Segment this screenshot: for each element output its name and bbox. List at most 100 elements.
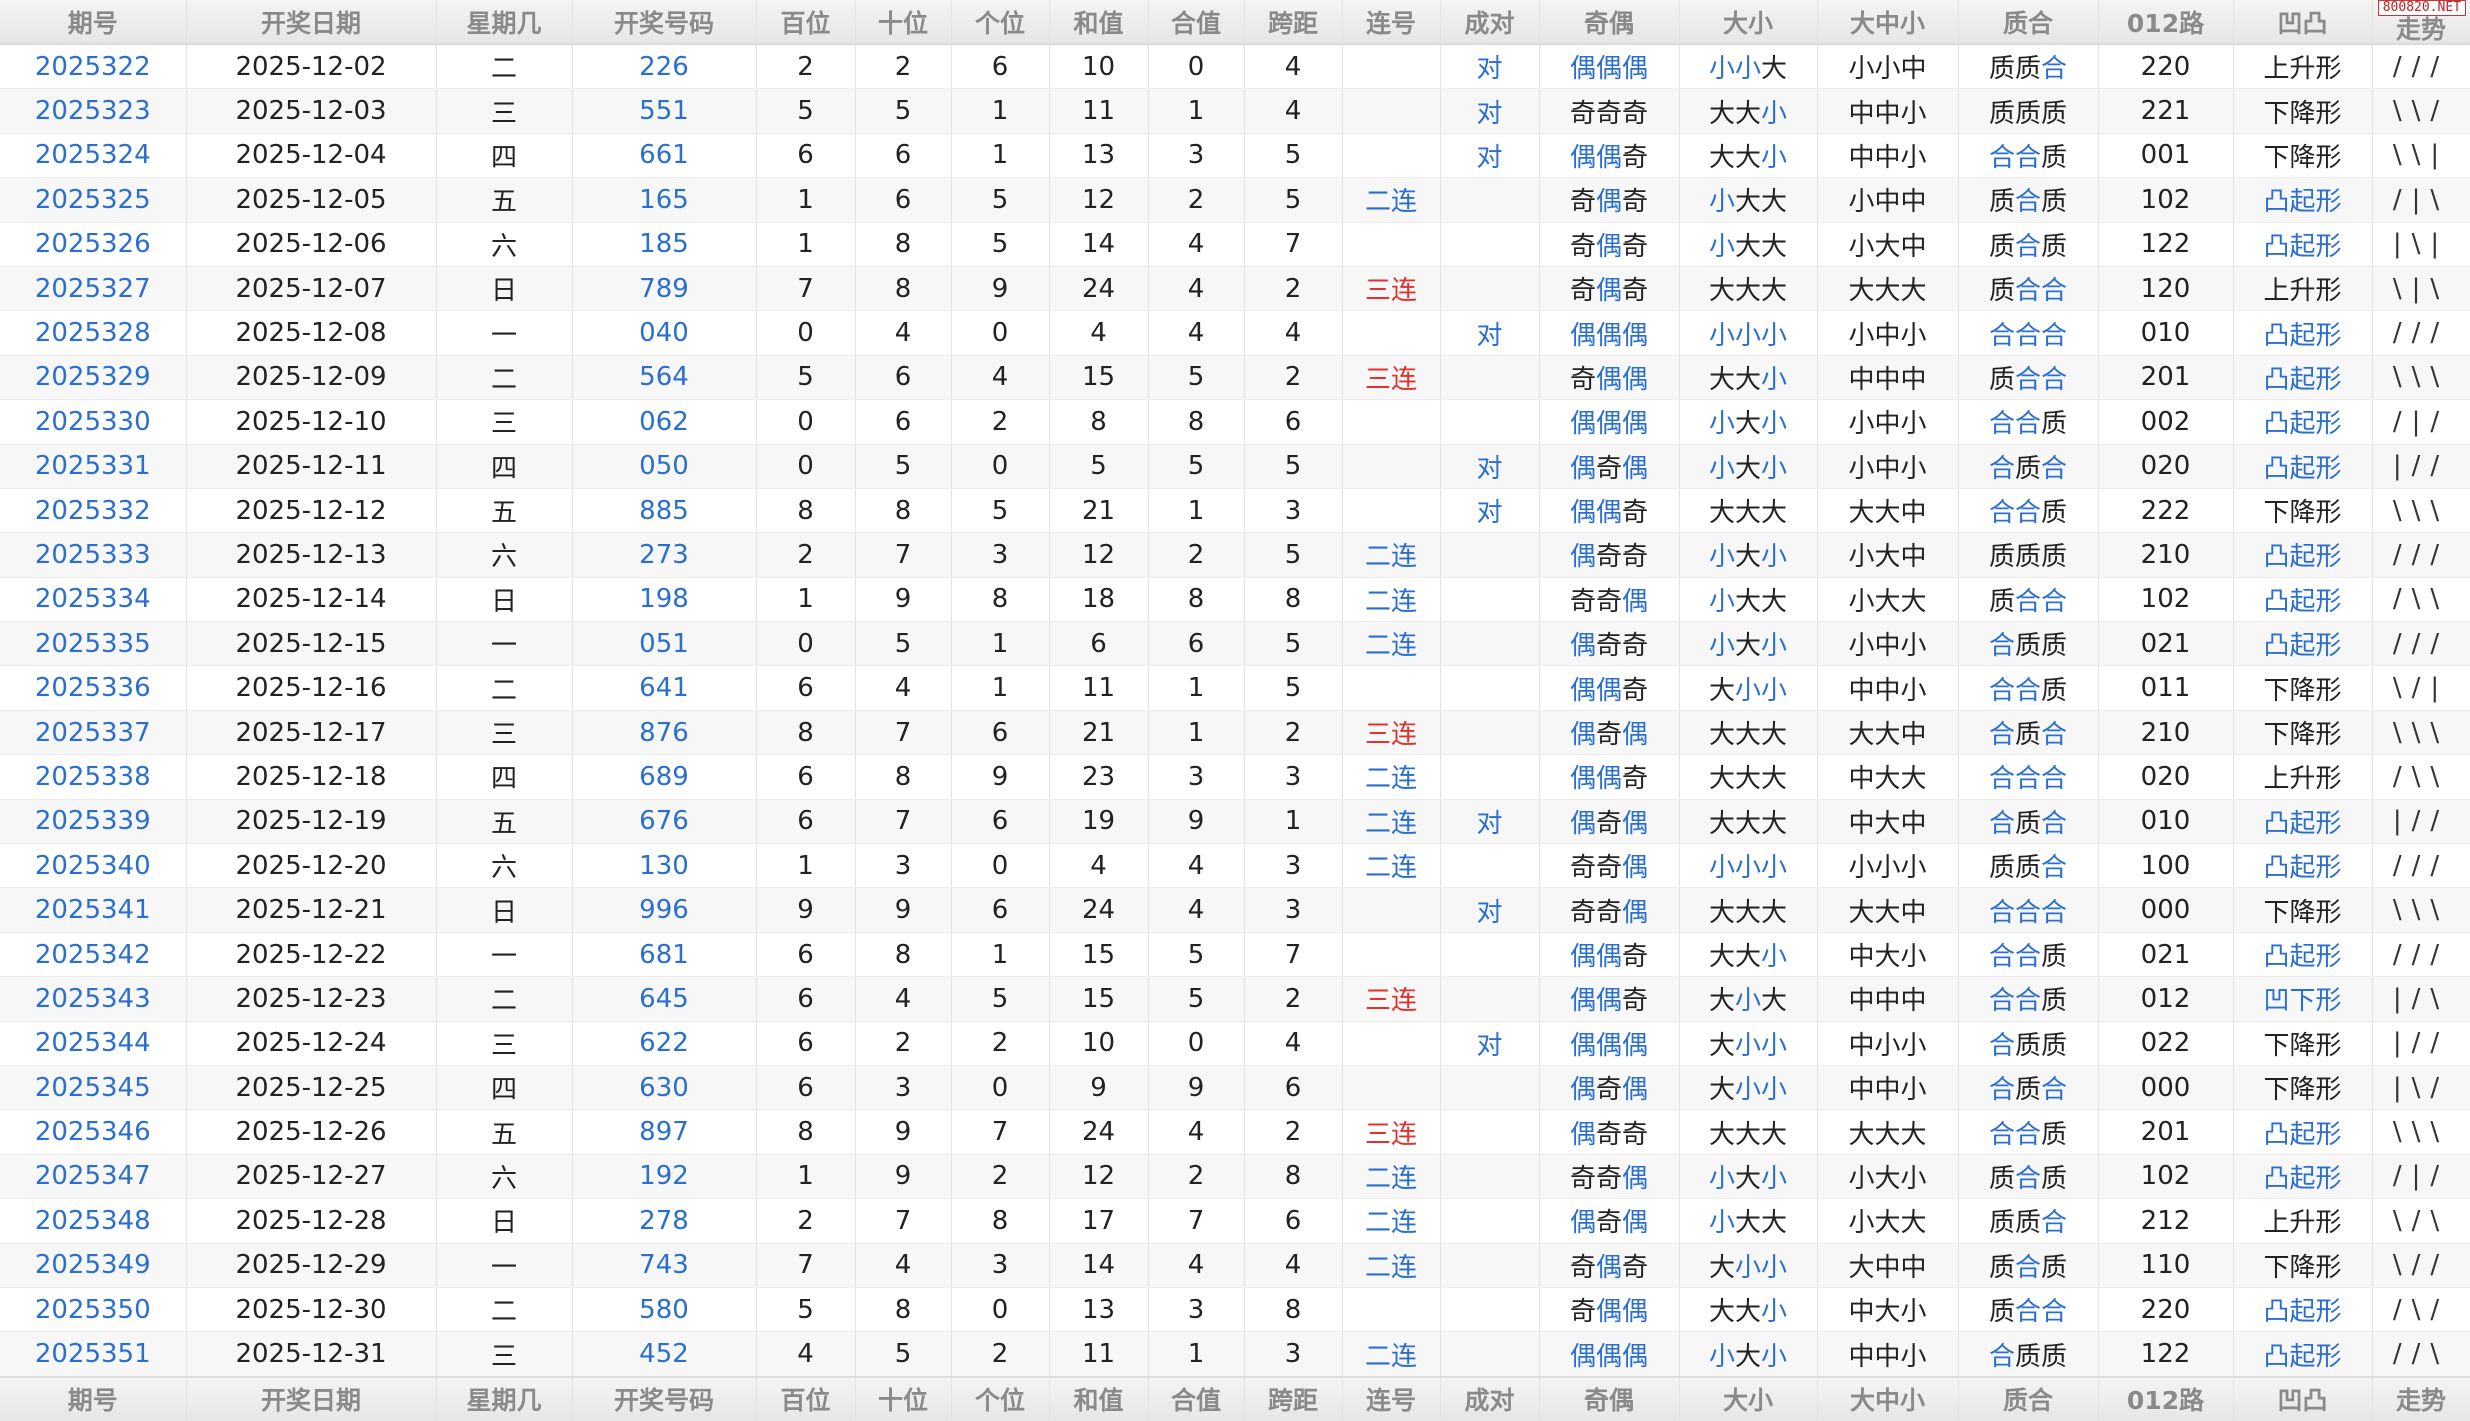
column-header-consecutive[interactable]: 连号	[1342, 1375, 1441, 1421]
cell-issue[interactable]: 2025324	[0, 133, 187, 179]
column-header-big-mid-small[interactable]: 大中小	[1817, 1375, 1959, 1421]
cell-draw-number[interactable]: 897	[572, 1109, 757, 1155]
column-header-shape[interactable]: 凹凸	[2233, 0, 2373, 45]
column-header-odd-even[interactable]: 奇偶	[1539, 1375, 1680, 1421]
cell-issue[interactable]: 2025336	[0, 665, 187, 711]
column-header-issue[interactable]: 期号	[0, 0, 187, 45]
cell-draw-number[interactable]: 661	[572, 133, 757, 179]
column-header-draw-date[interactable]: 开奖日期	[186, 0, 437, 45]
cell-issue[interactable]: 2025334	[0, 577, 187, 623]
cell-issue[interactable]: 2025341	[0, 887, 187, 933]
column-header-units[interactable]: 个位	[951, 1375, 1050, 1421]
cell-draw-number[interactable]: 885	[572, 488, 757, 534]
column-header-tens[interactable]: 十位	[855, 0, 952, 45]
cell-issue[interactable]: 2025344	[0, 1021, 187, 1066]
cell-issue[interactable]: 2025330	[0, 399, 187, 445]
column-header-tens[interactable]: 十位	[855, 1375, 952, 1421]
column-header-big-mid-small[interactable]: 大中小	[1817, 0, 1959, 45]
cell-issue[interactable]: 2025331	[0, 444, 187, 489]
cell-draw-number[interactable]: 226	[572, 44, 757, 90]
column-header-sum[interactable]: 和值	[1049, 0, 1149, 45]
cell-draw-number[interactable]: 165	[572, 177, 757, 223]
cell-draw-number[interactable]: 040	[572, 310, 757, 356]
cell-issue[interactable]: 2025340	[0, 843, 187, 889]
column-header-big-small[interactable]: 大小	[1679, 1375, 1818, 1421]
cell-issue[interactable]: 2025345	[0, 1065, 187, 1111]
cell-issue[interactable]: 2025335	[0, 621, 187, 667]
cell-draw-number[interactable]: 645	[572, 976, 757, 1022]
cell-draw-number[interactable]: 676	[572, 799, 757, 845]
cell-issue[interactable]: 2025350	[0, 1287, 187, 1333]
cell-draw-number[interactable]: 996	[572, 887, 757, 933]
column-header-pair[interactable]: 成对	[1440, 0, 1540, 45]
column-header-prime-composite[interactable]: 质合	[1958, 0, 2099, 45]
column-header-weekday[interactable]: 星期几	[436, 1375, 573, 1421]
cell-issue[interactable]: 2025339	[0, 799, 187, 845]
column-header-issue[interactable]: 期号	[0, 1375, 187, 1421]
column-header-span[interactable]: 跨距	[1244, 1375, 1343, 1421]
column-header-draw-number[interactable]: 开奖号码	[572, 1375, 757, 1421]
column-header-draw-date[interactable]: 开奖日期	[186, 1375, 437, 1421]
column-header-sum-tail[interactable]: 合值	[1148, 1375, 1245, 1421]
column-header-units[interactable]: 个位	[951, 0, 1050, 45]
cell-issue[interactable]: 2025325	[0, 177, 187, 223]
cell-issue[interactable]: 2025326	[0, 222, 187, 267]
column-header-draw-number[interactable]: 开奖号码	[572, 0, 757, 45]
cell-draw-number[interactable]: 743	[572, 1243, 757, 1288]
cell-draw-number[interactable]: 789	[572, 266, 757, 312]
cell-issue[interactable]: 2025323	[0, 88, 187, 134]
cell-draw-number[interactable]: 051	[572, 621, 757, 667]
cell-issue[interactable]: 2025347	[0, 1154, 187, 1200]
cell-draw-number[interactable]: 130	[572, 843, 757, 889]
cell-issue[interactable]: 2025351	[0, 1331, 187, 1378]
column-header-route-012[interactable]: 012路	[2098, 0, 2234, 45]
cell-draw-number[interactable]: 876	[572, 710, 757, 756]
cell-span: 3	[1244, 488, 1343, 534]
cell-issue[interactable]: 2025343	[0, 976, 187, 1022]
column-header-span[interactable]: 跨距	[1244, 0, 1343, 45]
cell-weekday: 二	[436, 665, 573, 711]
cell-draw-number[interactable]: 689	[572, 754, 757, 800]
cell-issue[interactable]: 2025349	[0, 1243, 187, 1288]
cell-trend: \\/	[2372, 88, 2470, 134]
cell-draw-number[interactable]: 062	[572, 399, 757, 445]
cell-draw-number[interactable]: 641	[572, 665, 757, 711]
cell-draw-number[interactable]: 622	[572, 1021, 757, 1066]
cell-issue[interactable]: 2025329	[0, 355, 187, 401]
cell-draw-number[interactable]: 452	[572, 1331, 757, 1378]
cell-draw-number[interactable]: 630	[572, 1065, 757, 1111]
column-header-big-small[interactable]: 大小	[1679, 0, 1818, 45]
cell-draw-number[interactable]: 273	[572, 532, 757, 578]
column-header-consecutive[interactable]: 连号	[1342, 0, 1441, 45]
column-header-weekday[interactable]: 星期几	[436, 0, 573, 45]
cell-issue[interactable]: 2025348	[0, 1198, 187, 1244]
cell-issue[interactable]: 2025327	[0, 266, 187, 312]
cell-draw-number[interactable]: 681	[572, 932, 757, 978]
column-header-sum-tail[interactable]: 合值	[1148, 0, 1245, 45]
cell-draw-number[interactable]: 580	[572, 1287, 757, 1333]
cell-issue[interactable]: 2025333	[0, 532, 187, 578]
cell-draw-number[interactable]: 050	[572, 444, 757, 489]
column-header-route-012[interactable]: 012路	[2098, 1375, 2234, 1421]
cell-draw-number[interactable]: 185	[572, 222, 757, 267]
column-header-prime-composite[interactable]: 质合	[1958, 1375, 2099, 1421]
column-header-shape[interactable]: 凹凸	[2233, 1375, 2373, 1421]
column-header-sum[interactable]: 和值	[1049, 1375, 1149, 1421]
column-header-hundreds[interactable]: 百位	[756, 0, 856, 45]
cell-issue[interactable]: 2025322	[0, 44, 187, 90]
column-header-pair[interactable]: 成对	[1440, 1375, 1540, 1421]
cell-issue[interactable]: 2025328	[0, 310, 187, 356]
cell-issue[interactable]: 2025337	[0, 710, 187, 756]
column-header-odd-even[interactable]: 奇偶	[1539, 0, 1680, 45]
cell-issue[interactable]: 2025342	[0, 932, 187, 978]
cell-draw-number[interactable]: 198	[572, 577, 757, 623]
cell-draw-number[interactable]: 278	[572, 1198, 757, 1244]
cell-draw-number[interactable]: 551	[572, 88, 757, 134]
cell-issue[interactable]: 2025346	[0, 1109, 187, 1155]
cell-issue[interactable]: 2025332	[0, 488, 187, 534]
cell-draw-number[interactable]: 192	[572, 1154, 757, 1200]
cell-issue[interactable]: 2025338	[0, 754, 187, 800]
column-header-hundreds[interactable]: 百位	[756, 1375, 856, 1421]
cell-draw-number[interactable]: 564	[572, 355, 757, 401]
column-header-trend[interactable]: 走势	[2372, 1375, 2470, 1421]
